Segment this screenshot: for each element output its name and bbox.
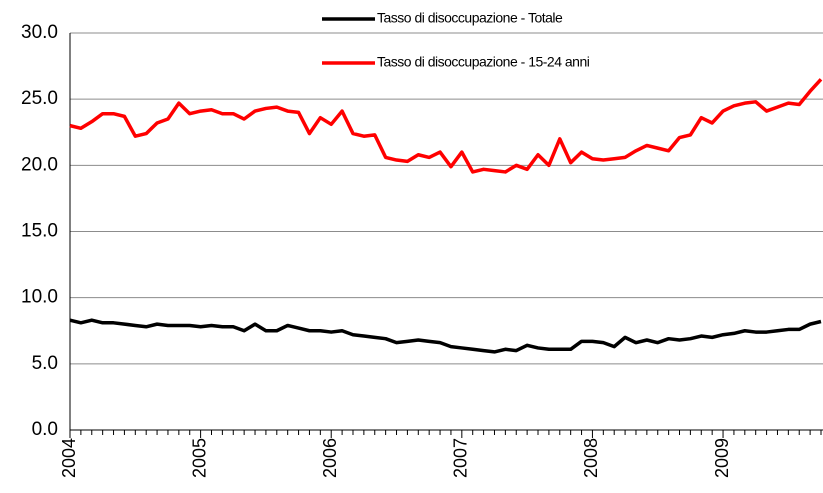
y-tick-label: 20.0 <box>21 154 58 175</box>
y-tick-label: 30.0 <box>21 22 58 43</box>
x-tick-label: 2005 <box>189 438 209 478</box>
y-tick-label: 0.0 <box>32 419 58 440</box>
x-tick-label: 2009 <box>712 438 732 478</box>
y-tick-label: 10.0 <box>21 287 58 308</box>
x-tick-label: 2004 <box>59 438 79 478</box>
y-tick-label: 25.0 <box>21 88 58 109</box>
y-tick-label: 5.0 <box>32 353 58 374</box>
x-tick-label: 2006 <box>320 438 340 478</box>
series-line <box>69 318 822 354</box>
x-tick-label: 2007 <box>451 438 471 478</box>
series-line <box>69 78 823 174</box>
y-tick-label: 15.0 <box>21 221 58 242</box>
legend-label: Tasso di disoccupazione - 15-24 anni <box>377 54 590 70</box>
legend-label: Tasso di disoccupazione - Totale <box>377 10 563 26</box>
x-tick-label: 2008 <box>581 438 601 478</box>
